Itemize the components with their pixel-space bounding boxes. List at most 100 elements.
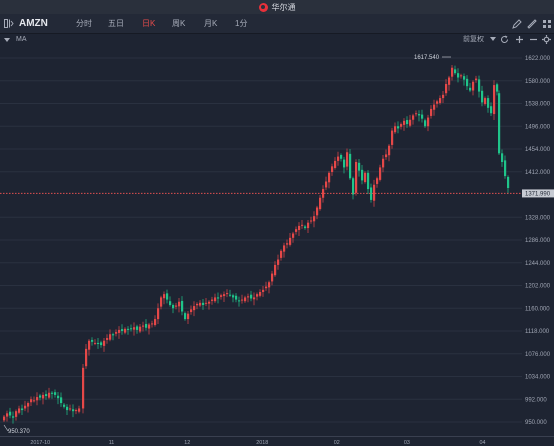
x-tick-label: 2017-10 bbox=[30, 440, 50, 446]
candle-body bbox=[142, 325, 145, 327]
candle-body bbox=[69, 408, 72, 410]
candle-body bbox=[391, 130, 394, 145]
candle-body bbox=[421, 114, 424, 119]
candle-body bbox=[12, 416, 15, 418]
refresh-icon[interactable] bbox=[500, 35, 509, 44]
y-tick-label: 1034.000 bbox=[525, 375, 551, 381]
candle-body bbox=[397, 126, 400, 129]
candle-body bbox=[370, 187, 373, 200]
candle-body bbox=[39, 395, 42, 398]
candle-body bbox=[418, 114, 421, 116]
adjust-mode-label[interactable]: 前复权 bbox=[463, 36, 484, 43]
candle-body bbox=[166, 293, 169, 300]
candle-body bbox=[124, 328, 127, 333]
candle-body bbox=[376, 178, 379, 184]
grid-icon[interactable] bbox=[542, 19, 552, 29]
candle-body bbox=[331, 166, 334, 173]
candle-body bbox=[169, 301, 172, 305]
candle-body bbox=[334, 160, 337, 168]
settings-gear-icon[interactable] bbox=[542, 35, 551, 44]
candle-body bbox=[475, 78, 478, 81]
tab-weekly-k[interactable]: 周K bbox=[172, 19, 186, 28]
candle-body bbox=[118, 329, 121, 333]
candle-body bbox=[91, 339, 94, 342]
y-tick-label: 992.000 bbox=[525, 397, 547, 403]
candle-body bbox=[42, 394, 45, 399]
y-tick-label: 1244.000 bbox=[525, 261, 551, 267]
tab-monthly-k[interactable]: 月K bbox=[204, 19, 218, 28]
candle-body bbox=[367, 172, 370, 190]
candle-body bbox=[109, 334, 112, 340]
candle-body bbox=[469, 87, 472, 91]
y-tick-label: 1538.000 bbox=[525, 102, 551, 108]
candle-body bbox=[202, 302, 205, 305]
ruler-icon[interactable] bbox=[527, 19, 537, 29]
zoom-out-icon[interactable] bbox=[529, 35, 538, 44]
candle-body bbox=[82, 367, 85, 409]
y-tick-label: 1202.000 bbox=[525, 284, 551, 290]
candle-body bbox=[244, 297, 247, 302]
candle-body bbox=[394, 126, 397, 133]
candle-body bbox=[78, 408, 81, 412]
x-tick-label: 2018 bbox=[256, 440, 268, 446]
candle-body bbox=[121, 329, 124, 331]
candle-body bbox=[229, 294, 232, 296]
candle-body bbox=[193, 306, 196, 311]
candle-body bbox=[187, 313, 190, 320]
adjust-dropdown-icon[interactable] bbox=[490, 37, 496, 41]
candle-body bbox=[199, 302, 202, 306]
min-price-label: 950.370 bbox=[8, 429, 30, 435]
y-tick-label: 1371.990 bbox=[525, 191, 551, 197]
candle-body bbox=[283, 245, 286, 252]
candle-body bbox=[51, 392, 54, 394]
candle-body bbox=[319, 197, 322, 210]
candle-body bbox=[388, 145, 391, 156]
tab-one-minute[interactable]: 1分 bbox=[235, 19, 248, 28]
zoom-in-icon[interactable] bbox=[515, 35, 524, 44]
layout-toggle-icon[interactable] bbox=[4, 19, 14, 28]
candle-body bbox=[337, 156, 340, 161]
candle-body bbox=[286, 243, 289, 245]
y-tick-label: 1076.000 bbox=[525, 352, 551, 358]
candle-body bbox=[196, 303, 199, 306]
candle-body bbox=[265, 286, 268, 289]
symbol-label[interactable]: AMZN bbox=[19, 18, 48, 29]
candle-body bbox=[247, 296, 250, 298]
candle-body bbox=[504, 160, 507, 177]
pencil-icon[interactable] bbox=[512, 19, 522, 29]
candle-body bbox=[295, 229, 298, 232]
candle-body bbox=[21, 408, 24, 411]
candle-body bbox=[352, 178, 355, 195]
candle-body bbox=[271, 273, 274, 282]
candle-body bbox=[154, 319, 157, 326]
candle-body bbox=[181, 300, 184, 312]
candle-body bbox=[358, 162, 361, 171]
tab-five-day[interactable]: 五日 bbox=[108, 19, 124, 28]
candlestick-chart[interactable]: 1617.540 950.370 bbox=[0, 45, 522, 436]
candle-body bbox=[48, 392, 51, 398]
collapse-icon[interactable] bbox=[4, 38, 10, 42]
candle-body bbox=[433, 104, 436, 110]
candle-body bbox=[253, 297, 256, 300]
y-tick-label: 1328.000 bbox=[525, 215, 551, 221]
tab-intraday[interactable]: 分时 bbox=[76, 19, 92, 28]
candle-body bbox=[460, 75, 463, 77]
candle-body bbox=[6, 413, 9, 417]
candle-body bbox=[385, 154, 388, 158]
indicator-ma-label[interactable]: MA bbox=[16, 36, 27, 43]
candle-body bbox=[220, 295, 223, 297]
candle-body bbox=[136, 326, 139, 330]
candle-body bbox=[496, 84, 499, 92]
candle-body bbox=[484, 98, 487, 105]
candle-body bbox=[316, 207, 319, 216]
candle-body bbox=[445, 84, 448, 94]
candle-body bbox=[205, 302, 208, 304]
candle-body bbox=[493, 85, 496, 115]
candle-body bbox=[451, 67, 454, 77]
candle-body bbox=[24, 405, 27, 409]
y-tick-label: 1496.000 bbox=[525, 124, 551, 130]
candle-body bbox=[481, 90, 484, 103]
tab-daily-k[interactable]: 日K bbox=[142, 19, 156, 28]
candle-body bbox=[36, 397, 39, 401]
candle-body bbox=[259, 292, 262, 296]
